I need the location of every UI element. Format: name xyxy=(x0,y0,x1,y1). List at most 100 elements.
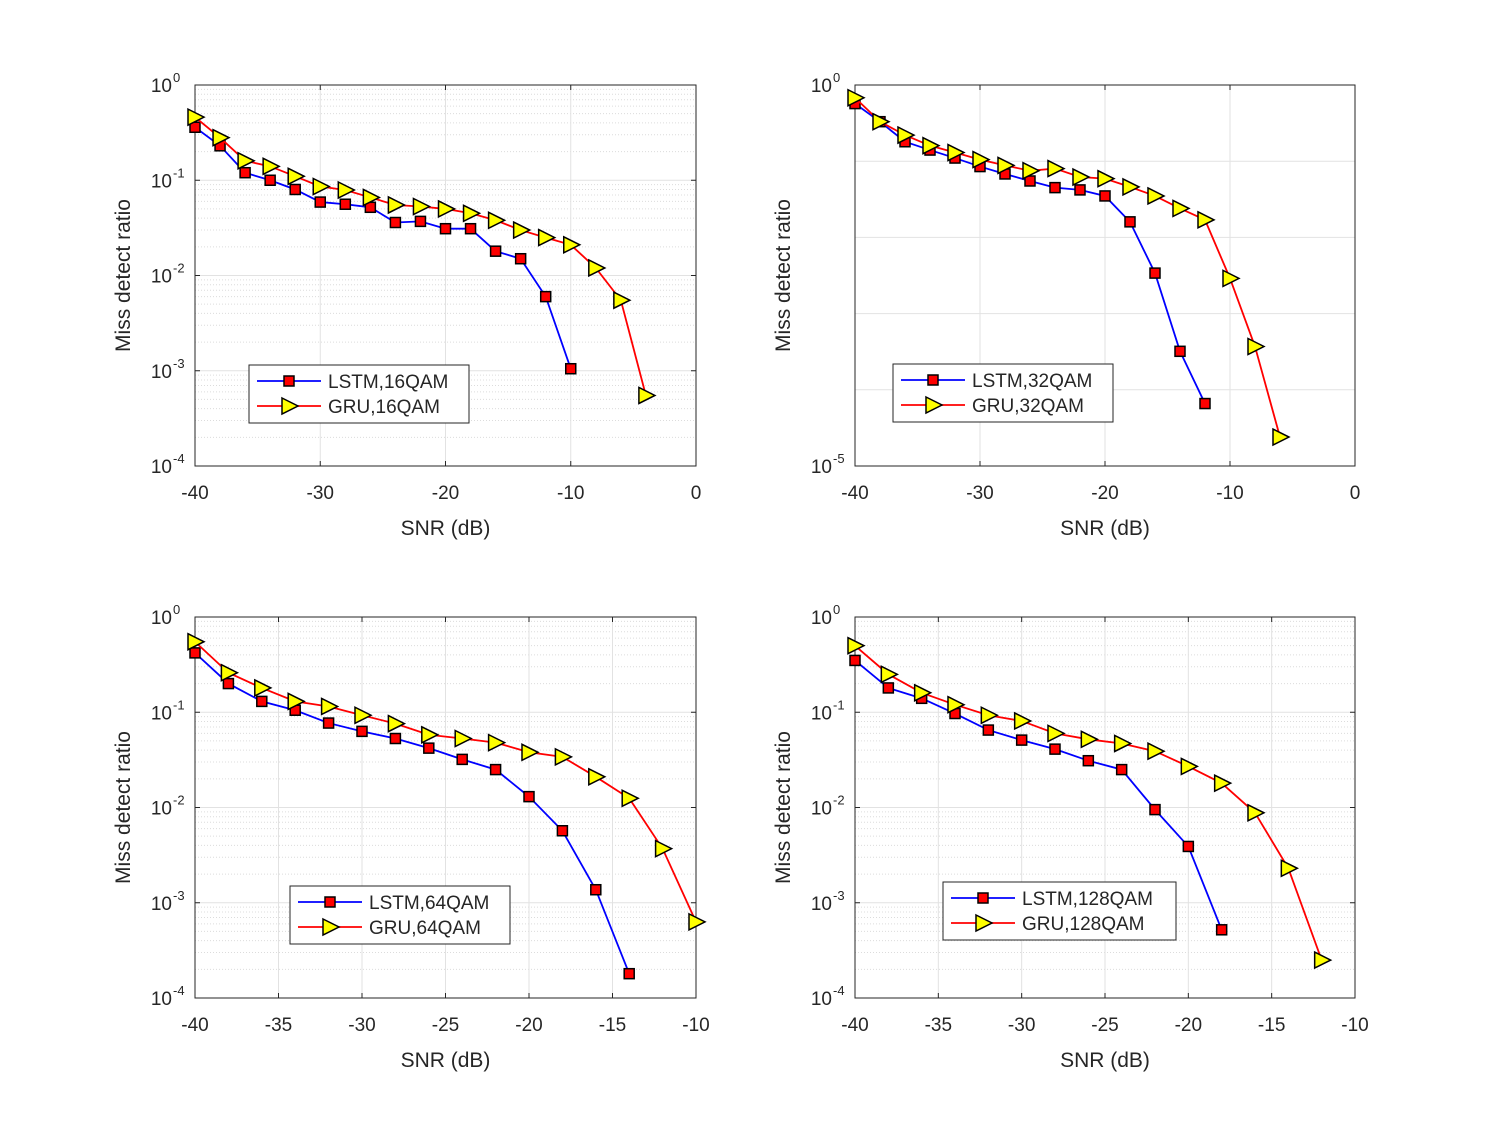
series-gru xyxy=(187,107,657,405)
y-tick-label: 10 xyxy=(811,989,832,1010)
data-point xyxy=(320,697,340,716)
data-point xyxy=(897,125,916,145)
data-point xyxy=(514,252,527,265)
data-point xyxy=(972,150,991,169)
x-tick-label: -40 xyxy=(181,1015,208,1036)
data-point xyxy=(849,654,861,667)
data-point xyxy=(613,291,632,310)
legend-box xyxy=(289,885,511,945)
legend-box xyxy=(248,364,470,424)
y-tick-exponent: -1 xyxy=(173,165,185,180)
data-point xyxy=(638,386,657,405)
data-point xyxy=(314,196,326,208)
data-point xyxy=(1115,763,1128,776)
data-point xyxy=(222,677,235,690)
y-tick-exponent: -3 xyxy=(173,356,185,371)
data-point xyxy=(1047,159,1066,178)
x-tick-label: -10 xyxy=(1216,483,1243,504)
data-point xyxy=(1215,924,1228,936)
data-point xyxy=(187,632,206,651)
data-point xyxy=(621,789,640,808)
data-point xyxy=(356,725,368,738)
data-point xyxy=(880,665,900,684)
legend-marker xyxy=(925,395,944,415)
data-point xyxy=(1197,210,1216,230)
data-point xyxy=(439,222,452,235)
data-point xyxy=(262,157,281,176)
y-tick-exponent: 0 xyxy=(173,70,180,85)
data-point xyxy=(289,183,301,196)
x-tick-label: -10 xyxy=(557,483,584,504)
legend-label: GRU,64QAM xyxy=(369,918,481,939)
legend-label: LSTM,32QAM xyxy=(972,371,1092,392)
legend: LSTM,64QAM GRU,64QAM xyxy=(289,885,511,945)
x-tick-label: 0 xyxy=(691,483,702,504)
data-point xyxy=(437,199,457,219)
data-point xyxy=(489,763,502,776)
series-line xyxy=(194,126,572,370)
x-tick-label: -15 xyxy=(1258,1015,1285,1036)
y-axis-label: Miss detect ratio xyxy=(112,199,135,352)
data-point xyxy=(1072,167,1091,187)
data-point xyxy=(1182,840,1195,853)
data-point xyxy=(1213,773,1233,793)
data-point xyxy=(237,151,256,171)
x-tick-label: -40 xyxy=(181,483,208,504)
data-point xyxy=(980,706,1000,725)
x-tick-label: 0 xyxy=(1350,483,1361,504)
series-gru xyxy=(847,636,1333,970)
y-axis-label: Miss detect ratio xyxy=(772,731,795,884)
data-point xyxy=(588,258,607,278)
legend-marker xyxy=(281,396,300,416)
legend-marker xyxy=(322,917,341,937)
legend: LSTM,128QAM GRU,128QAM xyxy=(942,881,1177,941)
legend-marker xyxy=(977,892,989,904)
x-axis-label: SNR (dB) xyxy=(1060,517,1150,540)
data-point xyxy=(537,228,557,247)
data-point xyxy=(312,177,331,196)
data-point xyxy=(189,647,201,659)
data-point xyxy=(389,216,402,229)
data-point xyxy=(387,714,407,733)
data-point xyxy=(947,695,966,714)
y-tick-label: 10 xyxy=(151,894,172,915)
data-point xyxy=(1074,184,1086,196)
y-tick-exponent: -3 xyxy=(833,888,845,903)
data-point xyxy=(464,222,477,235)
x-tick-label: -20 xyxy=(1175,1015,1202,1036)
y-tick-label: 10 xyxy=(811,799,832,820)
data-point xyxy=(1247,337,1266,356)
y-tick-exponent: -2 xyxy=(173,261,185,276)
y-tick-label: 10 xyxy=(151,362,172,383)
y-tick-label: 10 xyxy=(811,894,832,915)
y-axis-label: Miss detect ratio xyxy=(772,199,795,352)
x-tick-label: -25 xyxy=(1091,1015,1118,1036)
data-point xyxy=(362,188,382,207)
x-axis-label: SNR (dB) xyxy=(401,517,491,540)
y-tick-label: 10 xyxy=(811,703,832,724)
data-point xyxy=(1147,186,1166,206)
x-axis-label: SNR (dB) xyxy=(401,1049,491,1072)
data-point xyxy=(521,743,540,762)
data-point xyxy=(847,88,866,107)
data-point xyxy=(1015,734,1028,746)
data-point xyxy=(563,235,582,255)
data-point xyxy=(1180,757,1200,776)
data-point xyxy=(922,136,941,155)
data-point xyxy=(322,717,335,729)
data-point xyxy=(913,683,933,703)
data-point xyxy=(1247,803,1266,823)
data-point xyxy=(1049,743,1061,755)
data-point xyxy=(256,695,268,708)
y-tick-exponent: 0 xyxy=(173,602,180,617)
legend-marker xyxy=(324,896,336,908)
series-gru xyxy=(847,88,1291,447)
y-tick-label: 10 xyxy=(151,267,172,288)
x-axis-label: SNR (dB) xyxy=(1060,1049,1150,1072)
x-tick-label: -30 xyxy=(348,1015,375,1036)
legend: LSTM,32QAM GRU,32QAM xyxy=(892,363,1114,423)
